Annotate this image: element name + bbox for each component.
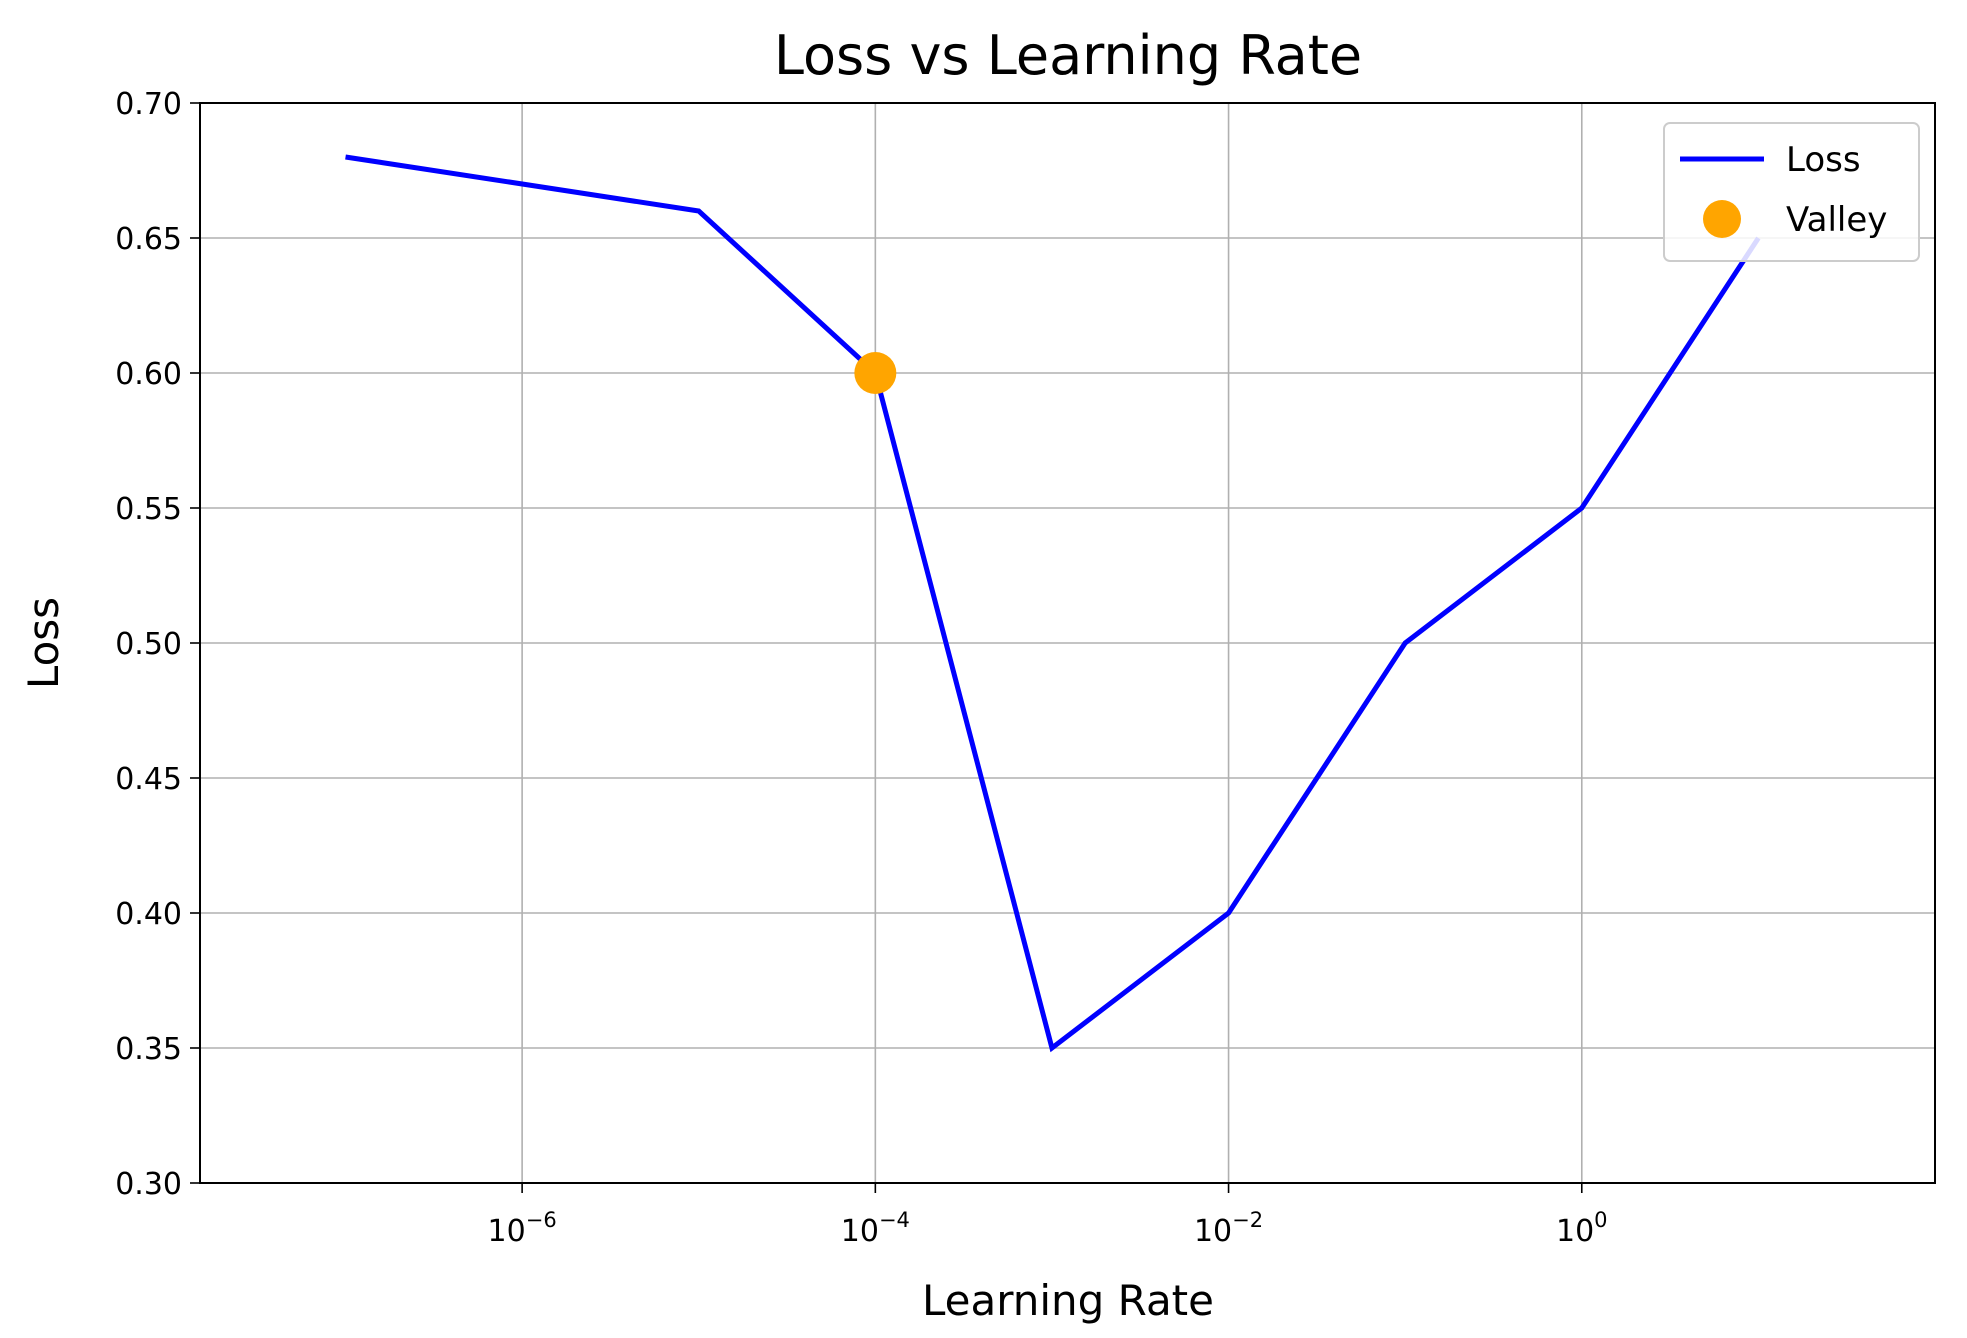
y-tick-label-7: 0.65 xyxy=(115,222,182,257)
series-layer xyxy=(345,154,1761,1053)
series-point-valley-0 xyxy=(854,352,897,394)
x-axis-label: Learning Rate xyxy=(922,1276,1214,1325)
grid xyxy=(200,102,1935,1184)
legend-label-valley: Valley xyxy=(1786,200,1887,240)
chart-title: Loss vs Learning Rate xyxy=(774,24,1362,87)
y-tick-label-4: 0.50 xyxy=(115,627,182,662)
series-line-loss xyxy=(345,154,1761,1053)
y-tick-label-1: 0.35 xyxy=(115,1032,182,1067)
y-axis-label: Loss xyxy=(19,597,68,689)
x-tick-label-1: 10−4 xyxy=(841,1208,910,1249)
legend: Loss Valley xyxy=(1663,122,1920,262)
x-tick-label-3: 100 xyxy=(1556,1208,1608,1249)
y-tick-label-8: 0.70 xyxy=(115,87,182,122)
y-tick-label-0: 0.30 xyxy=(115,1167,182,1202)
legend-label-loss: Loss xyxy=(1786,140,1861,180)
y-tick-label-5: 0.55 xyxy=(115,492,182,527)
legend-swatch-valley xyxy=(1703,200,1741,238)
x-tick-label-2: 10−2 xyxy=(1194,1208,1263,1249)
y-tick-label-3: 0.45 xyxy=(115,762,182,797)
x-tick-label-0: 10−6 xyxy=(488,1208,557,1249)
y-tick-label-2: 0.40 xyxy=(115,897,182,932)
y-tick-label-6: 0.60 xyxy=(115,357,182,392)
ticks: 10−6 10−4 10−2 100 0.30 0.35 0.40 0.45 0.50 0.55 0… xyxy=(115,87,1607,1249)
